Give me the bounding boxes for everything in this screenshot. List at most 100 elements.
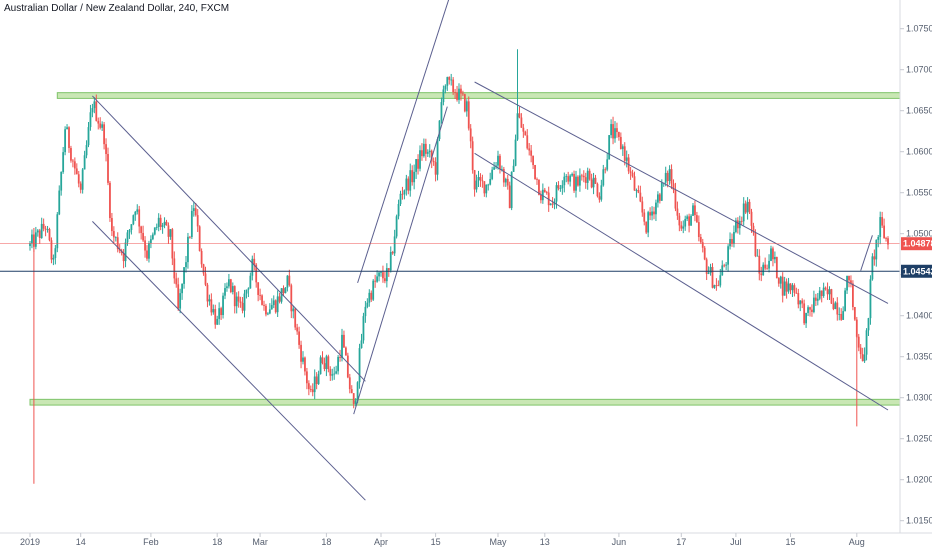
candle-body (231, 286, 234, 292)
candle-body (664, 172, 667, 183)
candle-body (846, 275, 848, 291)
candle-body (210, 299, 213, 313)
candle-body (814, 297, 817, 301)
candle-body (781, 276, 784, 296)
candle-body (614, 128, 616, 139)
candle-body (647, 212, 650, 233)
candle-body (399, 193, 402, 205)
candle-body (473, 170, 476, 190)
candle-body (485, 184, 488, 194)
candle-body (42, 223, 45, 229)
candle-body (520, 117, 523, 128)
y-tick-label: 1.06000 (906, 147, 932, 157)
candle-body (600, 185, 603, 200)
candle-body (674, 189, 677, 209)
candle-body (736, 220, 739, 229)
candle-body (518, 113, 521, 118)
candle-body (323, 363, 326, 370)
candle-body (514, 139, 517, 166)
candle-body (335, 371, 338, 374)
trendline-6[interactable] (860, 235, 873, 271)
candle-body (651, 211, 653, 216)
candle-body (844, 290, 846, 312)
candle-body (715, 285, 718, 287)
y-tick-label: 1.02500 (906, 434, 932, 444)
candle-body (660, 182, 663, 201)
x-tick-label: May (489, 537, 507, 547)
candle-body (487, 184, 490, 186)
candle-body (206, 284, 209, 302)
candle-body (760, 273, 763, 276)
candle-body (489, 178, 492, 185)
trendline-3[interactable] (353, 106, 448, 415)
candle-body (853, 307, 856, 320)
candle-body (682, 226, 685, 229)
candle-body (497, 155, 499, 166)
candle-body (173, 258, 176, 279)
candle-body (302, 357, 304, 362)
candle-body (286, 275, 289, 288)
candle-body (218, 308, 221, 319)
candle-body (758, 255, 761, 274)
candle-body (105, 144, 107, 155)
candle-body (493, 167, 495, 170)
candle-body (501, 169, 503, 170)
y-tick-label: 1.06500 (906, 106, 932, 116)
candle-body (709, 267, 712, 273)
candle-body (612, 124, 614, 139)
candle-body (481, 180, 484, 182)
candle-body (56, 214, 59, 249)
candle-body (288, 275, 291, 286)
candle-body (729, 239, 731, 247)
candle-body (779, 276, 782, 284)
candle-body (438, 120, 441, 140)
candle-body (582, 175, 585, 178)
candle-body (352, 393, 355, 404)
candle-body (101, 124, 104, 128)
candle-body (224, 288, 226, 296)
candle-body (756, 255, 759, 257)
candle-body (694, 205, 696, 216)
candle-body (212, 309, 215, 313)
candle-body (463, 94, 466, 112)
candle-body (499, 155, 501, 170)
candle-body (222, 295, 224, 316)
candle-body (754, 232, 757, 256)
candle-body (462, 93, 464, 95)
trendline-0[interactable] (92, 95, 366, 382)
candle-body (824, 287, 827, 290)
candle-body (469, 128, 472, 142)
candle-body (711, 267, 714, 288)
candle-body (384, 278, 386, 282)
trendline-1[interactable] (92, 221, 366, 501)
trendline-5[interactable] (474, 152, 889, 411)
candle-body (116, 237, 119, 250)
candle-body (610, 124, 612, 136)
candle-body (354, 400, 357, 404)
x-tick-label: Mar (252, 537, 268, 547)
candle-body (680, 225, 683, 229)
candle-body (263, 304, 265, 306)
candle-body (818, 290, 821, 299)
candle-body (296, 327, 299, 332)
candle-body (52, 257, 55, 260)
candle-body (573, 173, 575, 191)
candle-body (571, 173, 573, 176)
candle-body (586, 170, 589, 183)
candle-body (345, 347, 347, 356)
candle-body (787, 283, 790, 292)
trendline-4[interactable] (474, 81, 889, 304)
candle-body (598, 196, 601, 200)
level-price-tag-bg (901, 264, 932, 278)
candle-body (372, 280, 375, 300)
candle-body (253, 258, 256, 265)
candle-body (816, 298, 819, 301)
candle-body (567, 176, 570, 182)
candle-body (869, 279, 872, 319)
trendline-2[interactable] (357, 0, 452, 284)
candle-body (746, 201, 749, 213)
candle-body (543, 189, 546, 193)
candle-body (442, 89, 445, 103)
candle-body (690, 215, 692, 226)
candle-body (294, 308, 297, 328)
